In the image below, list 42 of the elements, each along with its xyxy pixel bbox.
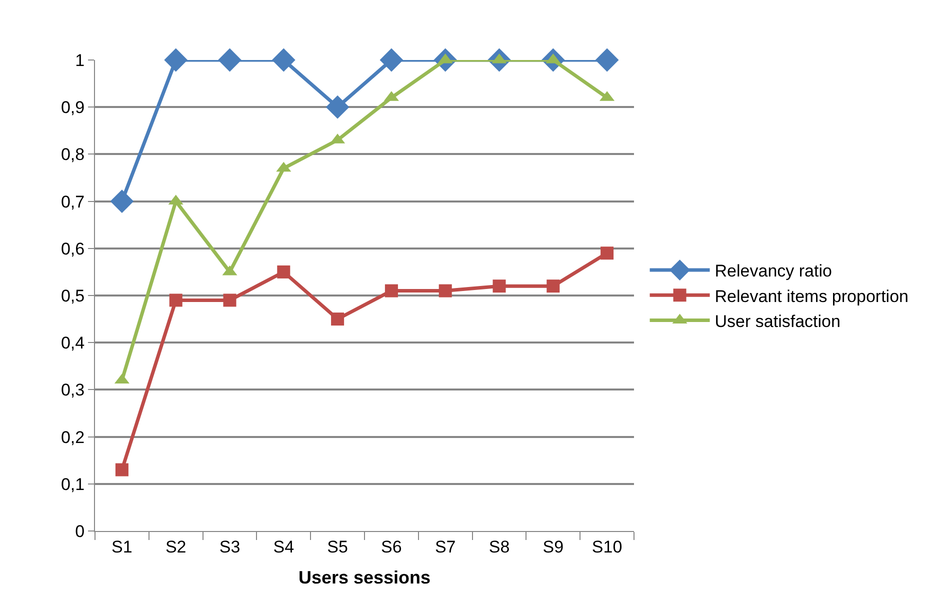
x-tick-label: S4 xyxy=(273,537,294,556)
point xyxy=(326,95,350,119)
x-tick-label: S3 xyxy=(219,537,240,556)
point xyxy=(164,48,188,72)
point xyxy=(272,48,296,72)
y-tick-label: 0,4 xyxy=(60,334,85,353)
y-tick-label: 0,7 xyxy=(60,192,85,212)
x-tick-label: S5 xyxy=(327,537,348,556)
point xyxy=(223,294,236,307)
point xyxy=(438,284,452,298)
y-tick-label: 0,5 xyxy=(60,286,85,306)
point xyxy=(277,265,290,278)
x-tick-label: S9 xyxy=(542,537,564,556)
point xyxy=(595,48,619,72)
y-tick-label: 0,2 xyxy=(60,428,85,447)
y-tick-label: 1 xyxy=(75,50,85,70)
y-tick-label: 0,9 xyxy=(60,98,85,118)
point xyxy=(546,280,560,293)
y-tick-label: 0,8 xyxy=(60,145,85,164)
point xyxy=(380,48,404,72)
y-tick-label: 0 xyxy=(75,522,85,541)
point xyxy=(600,246,614,260)
point xyxy=(492,280,506,293)
x-tick-label: S8 xyxy=(488,537,510,556)
point xyxy=(384,284,398,298)
point xyxy=(331,312,344,326)
x-tick-label: S1 xyxy=(112,537,132,556)
point xyxy=(169,294,182,307)
legend-label: User satisfaction xyxy=(714,312,840,331)
point xyxy=(110,190,134,213)
y-tick-label: 0,1 xyxy=(60,474,85,494)
x-tick-label: S6 xyxy=(381,537,402,556)
x-tick-label: S2 xyxy=(165,537,186,556)
legend-label: Relevancy ratio xyxy=(714,262,832,281)
x-axis-title: Users sessions xyxy=(298,568,431,588)
legend-label: Relevant items proportion xyxy=(714,286,908,306)
y-tick-label: 0,6 xyxy=(60,239,85,258)
x-tick-label: S10 xyxy=(592,537,622,556)
y-tick-label: 0,3 xyxy=(60,380,85,400)
x-tick-label: S7 xyxy=(434,537,456,556)
point xyxy=(115,463,128,476)
point xyxy=(218,48,242,72)
